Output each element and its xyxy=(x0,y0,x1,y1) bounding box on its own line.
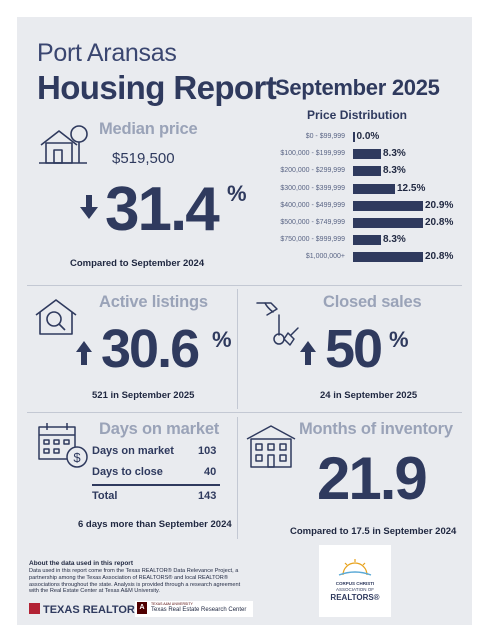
closed-sales-change: 50 xyxy=(325,319,383,379)
closed-sales-title: Closed sales xyxy=(323,293,422,311)
price-bar xyxy=(353,235,381,246)
closed-sales-pct: % xyxy=(389,327,409,352)
atm-icon: A xyxy=(137,602,147,614)
trec-small-text: TEXAS A&M UNIVERSITY xyxy=(151,602,193,606)
total-label: Total xyxy=(92,490,118,502)
price-row: $200,000 - $299,999 8.3% xyxy=(247,165,467,177)
price-value: 8.3% xyxy=(383,234,406,246)
trec-text: Texas Real Estate Research Center xyxy=(151,607,247,613)
report-title: Housing Report xyxy=(37,69,277,106)
price-range-label: $1,000,000+ xyxy=(305,253,345,261)
house-tree-icon xyxy=(39,125,88,164)
median-price-pct: % xyxy=(227,181,247,206)
months-inventory-note: Compared to 17.5 in September 2024 xyxy=(290,526,457,537)
calendar-dollar-icon: $ xyxy=(38,423,88,468)
cc-line1: CORPUS CHRISTI xyxy=(335,581,375,586)
median-price-change: 31.4 xyxy=(105,175,220,244)
price-bar xyxy=(353,166,381,177)
price-row: $500,000 - $749,999 20.8% xyxy=(247,217,467,229)
months-inventory-title: Months of inventory xyxy=(299,420,453,438)
closed-sales-note: 24 in September 2025 xyxy=(320,390,418,401)
price-row: $1,000,000+ 20.8% xyxy=(247,251,467,263)
price-range-label: $100,000 - $199,999 xyxy=(280,150,345,158)
divider xyxy=(237,417,238,539)
price-bar xyxy=(353,132,355,142)
divider xyxy=(27,412,462,413)
days-on-market-title: Days on market xyxy=(99,420,220,438)
divider xyxy=(237,289,238,409)
median-price-note: Compared to September 2024 xyxy=(70,258,205,269)
dom-label: Days on market xyxy=(92,445,174,457)
arrow-up-icon xyxy=(300,341,316,365)
arrow-down-icon xyxy=(80,195,98,219)
price-value: 8.3% xyxy=(383,148,406,160)
days-on-market-note: 6 days more than September 2024 xyxy=(78,519,232,530)
price-range-label: $400,000 - $499,999 xyxy=(280,201,345,209)
price-range-label: $300,000 - $399,999 xyxy=(280,184,345,192)
about-title: About the data used in this report xyxy=(29,560,134,567)
dtc-value: 40 xyxy=(204,466,217,478)
price-bar xyxy=(353,149,381,160)
total-value: 143 xyxy=(198,490,217,502)
divider xyxy=(27,285,462,286)
active-listings-pct: % xyxy=(212,327,232,352)
price-range-label: $500,000 - $749,999 xyxy=(280,219,345,226)
texas-flag-icon xyxy=(29,603,40,614)
price-range-label: $200,000 - $299,999 xyxy=(280,167,345,175)
price-value: 8.3% xyxy=(383,165,406,177)
trec-logo: A TEXAS A&M UNIVERSITY Texas Real Estate… xyxy=(135,601,253,617)
price-value: 12.5% xyxy=(397,182,426,194)
sun-icon xyxy=(338,559,372,576)
price-value: 20.9% xyxy=(425,199,454,211)
price-bar xyxy=(353,218,423,228)
price-range-label: $750,000 - $999,999 xyxy=(280,236,345,244)
price-bar xyxy=(353,252,423,263)
months-inventory-value: 21.9 xyxy=(317,445,428,512)
building-icon xyxy=(246,425,296,468)
house-search-icon xyxy=(35,299,77,335)
price-value: 0.0% xyxy=(356,131,380,142)
texas-realtors-text: TEXAS REALTORS xyxy=(43,604,143,616)
active-listings-title: Active listings xyxy=(99,293,208,311)
cc-line2: ASSOCIATION OF xyxy=(336,587,374,592)
city-title: Port Aransas xyxy=(37,39,177,67)
price-bar xyxy=(353,183,395,194)
price-row: $100,000 - $199,999 8.3% xyxy=(247,148,467,160)
price-distribution-title: Price Distribution xyxy=(307,108,408,122)
price-row: $300,000 - $399,999 12.5% xyxy=(247,183,467,195)
price-row: $0 - $99,999 0.0% xyxy=(247,131,467,143)
cc-line3: REALTORS® xyxy=(330,593,380,602)
price-row: $750,000 - $999,999 8.3% xyxy=(247,234,467,246)
median-price-value: $519,500 xyxy=(112,150,175,167)
price-bar xyxy=(353,200,423,211)
median-price-title: Median price xyxy=(99,120,198,138)
texas-realtors-logo: TEXAS REALTORS xyxy=(29,603,142,616)
total-rule xyxy=(92,484,220,486)
price-range-label: $0 - $99,999 xyxy=(305,133,345,140)
price-value: 20.8% xyxy=(425,251,454,263)
corpus-christi-logo: CORPUS CHRISTI ASSOCIATION OF REALTORS® xyxy=(319,545,391,617)
active-listings-note: 521 in September 2025 xyxy=(92,390,195,401)
active-listings-change: 30.6 xyxy=(101,319,200,379)
arrow-up-icon xyxy=(76,341,92,365)
price-value: 20.8% xyxy=(425,217,454,228)
dom-value: 103 xyxy=(198,445,217,457)
key-hand-icon xyxy=(256,302,299,346)
report-sheet: Port Aransas Housing Report September 20… xyxy=(17,17,472,625)
dtc-label: Days to close xyxy=(92,466,163,478)
price-row: $400,000 - $499,999 20.9% xyxy=(247,200,467,212)
about-text: Data used in this report come from the T… xyxy=(29,568,241,595)
report-month: September 2025 xyxy=(275,75,440,100)
svg-text:$: $ xyxy=(73,450,81,465)
